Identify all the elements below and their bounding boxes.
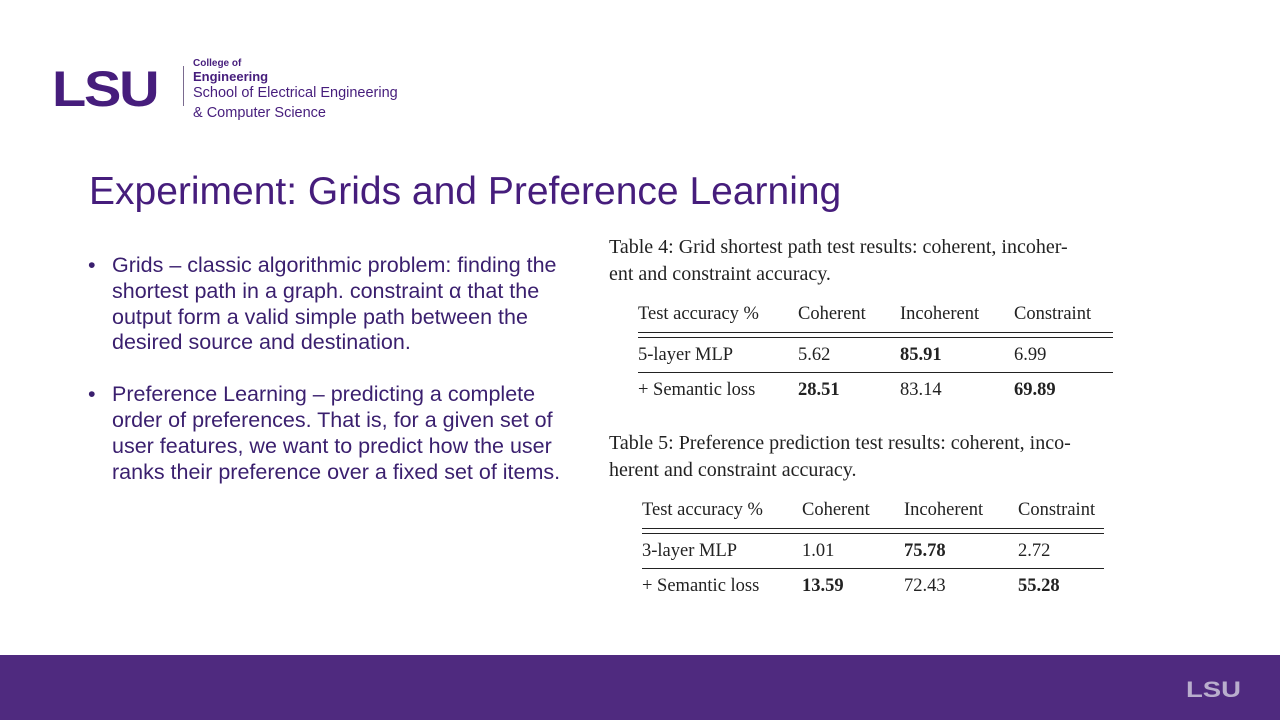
school-line-2: & Computer Science <box>193 104 326 121</box>
table-row: + Semantic loss 13.59 72.43 55.28 <box>642 569 1104 604</box>
table-cell: 6.99 <box>1014 345 1047 365</box>
header-cell: Constraint <box>1018 500 1096 520</box>
table-cell: 55.28 <box>1018 576 1060 596</box>
caption-line: Table 4: Grid shortest path test results… <box>609 236 1068 258</box>
table-row: + Semantic loss 28.51 83.14 69.89 <box>638 373 1113 408</box>
logo-divider <box>183 66 184 106</box>
header-cell: Test accuracy % <box>642 500 763 520</box>
table-cell: 75.78 <box>904 541 946 561</box>
table-5: Test accuracy % Coherent Incoherent Cons… <box>642 493 1104 604</box>
table-cell: 85.91 <box>900 345 942 365</box>
table-cell: 69.89 <box>1014 380 1056 400</box>
bullet-list: • Grids – classic algorithmic problem: f… <box>88 253 578 485</box>
bullet-item: • Preference Learning – predicting a com… <box>88 382 578 485</box>
table-rule <box>638 372 1113 373</box>
table-cell: 83.14 <box>900 380 942 400</box>
table-cell: 1.01 <box>802 541 835 561</box>
table-cell: 5-layer MLP <box>638 345 734 365</box>
header-cell: Coherent <box>798 304 866 324</box>
table-cell: 28.51 <box>798 380 840 400</box>
table-row: 5-layer MLP 5.62 85.91 6.99 <box>638 338 1113 373</box>
table-row: 3-layer MLP 1.01 75.78 2.72 <box>642 534 1104 569</box>
table-4-caption: Table 4: Grid shortest path test results… <box>609 234 1149 288</box>
footer-bar: LSU <box>0 655 1280 720</box>
table-5-caption: Table 5: Preference prediction test resu… <box>609 430 1149 484</box>
college-of-label: College of <box>193 58 242 69</box>
table-cell: 13.59 <box>802 576 844 596</box>
header-cell: Incoherent <box>900 304 980 324</box>
table-rule <box>638 337 1113 338</box>
table-cell: + Semantic loss <box>638 380 756 400</box>
header-cell: Test accuracy % <box>638 304 759 324</box>
table-header-row: Test accuracy % Coherent Incoherent Cons… <box>642 493 1104 528</box>
header-cell: Constraint <box>1014 304 1092 324</box>
bullet-text: Grids – classic algorithmic problem: fin… <box>112 253 557 355</box>
logo-text: College of Engineering School of Electri… <box>193 58 398 123</box>
slide-title: Experiment: Grids and Preference Learnin… <box>89 170 842 213</box>
table-cell: + Semantic loss <box>642 576 760 596</box>
bullet-item: • Grids – classic algorithmic problem: f… <box>88 253 578 356</box>
bullet-text: Preference Learning – predicting a compl… <box>112 382 561 484</box>
table-cell: 2.72 <box>1018 541 1051 561</box>
table-cell: 72.43 <box>904 576 946 596</box>
table-rule <box>642 533 1104 534</box>
header-cell: Coherent <box>802 500 870 520</box>
table-rule <box>638 332 1113 333</box>
table-cell: 5.62 <box>798 345 831 365</box>
footer-lsu-logo: LSU <box>1186 677 1241 702</box>
bullet-dot-icon: • <box>88 253 96 277</box>
table-header-row: Test accuracy % Coherent Incoherent Cons… <box>638 297 1113 332</box>
table-rule <box>642 528 1104 529</box>
header-cell: Incoherent <box>904 500 984 520</box>
table-rule <box>642 568 1104 569</box>
caption-line: ent and constraint accuracy. <box>609 263 831 285</box>
engineering-label: Engineering <box>193 69 269 84</box>
table-cell: 3-layer MLP <box>642 541 738 561</box>
caption-line: herent and constraint accuracy. <box>609 459 857 481</box>
caption-line: Table 5: Preference prediction test resu… <box>609 432 1071 454</box>
table-4: Test accuracy % Coherent Incoherent Cons… <box>638 297 1113 408</box>
lsu-logo-mark: LSU <box>52 61 160 117</box>
school-line-1: School of Electrical Engineering <box>193 85 398 101</box>
bullet-dot-icon: • <box>88 382 96 407</box>
